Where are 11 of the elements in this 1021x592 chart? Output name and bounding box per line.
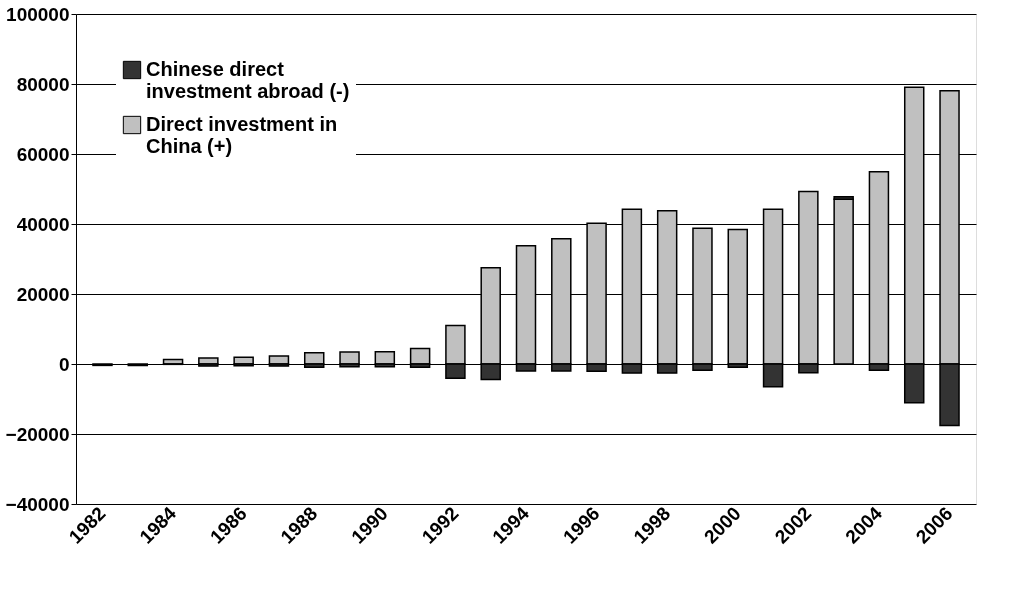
legend-label: Chinese direct investment abroad (-) [146, 58, 350, 102]
y-tick-label: 40000 [16, 213, 70, 235]
y-tick-label: 100000 [6, 3, 70, 25]
y-tick-label: −40000 [5, 493, 70, 515]
y-tick-label: 20000 [16, 283, 70, 305]
y-tick-label: 80000 [16, 73, 70, 95]
y-tick-label: −20000 [5, 423, 70, 445]
bar [339, 351, 360, 365]
y-tick-label: 60000 [16, 143, 70, 165]
legend-label: Direct investment in China (+) [146, 113, 338, 157]
y-tick-label: 0 [58, 353, 70, 375]
